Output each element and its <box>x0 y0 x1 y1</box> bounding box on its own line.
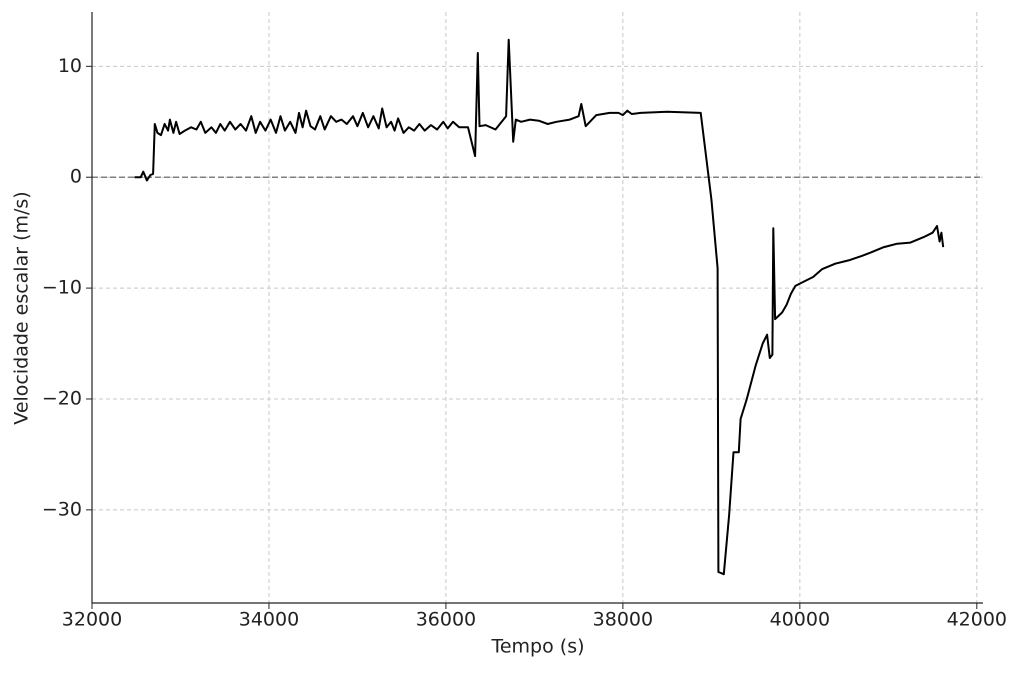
x-tick-label: 36000 <box>416 609 476 631</box>
y-tick-label: −30 <box>42 498 82 520</box>
y-axis-label: Velocidade escalar (m/s) <box>11 191 33 424</box>
data-line <box>134 38 945 576</box>
y-tick-label: −20 <box>42 387 82 409</box>
y-tick-label: 0 <box>70 166 82 188</box>
x-tick-label: 38000 <box>593 609 653 631</box>
y-tick-label: −10 <box>42 277 82 299</box>
x-axis-label: Tempo (s) <box>490 636 584 658</box>
x-tick-label: 32000 <box>62 609 122 631</box>
x-tick-label: 42000 <box>947 609 1007 631</box>
x-tick-label: 34000 <box>239 609 299 631</box>
y-tick-label: 10 <box>58 55 82 77</box>
x-tick-label: 40000 <box>770 609 830 631</box>
